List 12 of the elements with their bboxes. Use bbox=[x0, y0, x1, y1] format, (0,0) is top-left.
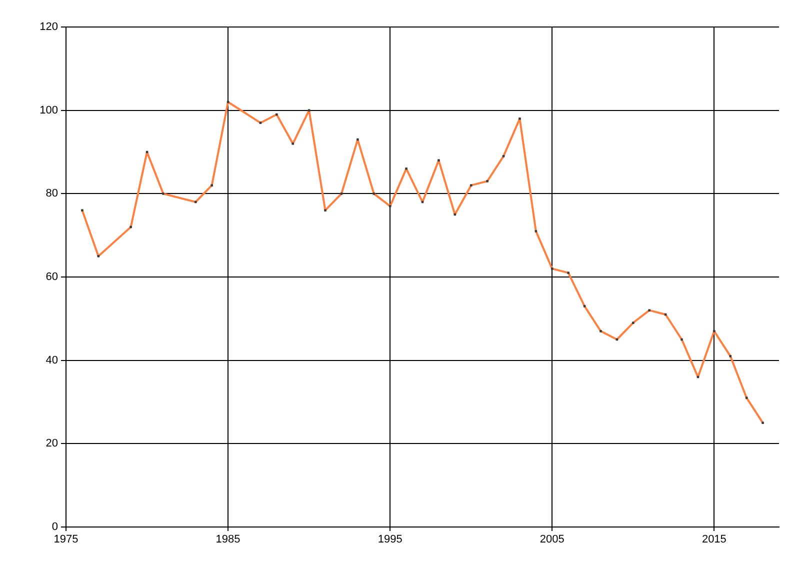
y-tick-label: 40 bbox=[46, 354, 58, 366]
y-tick-label: 20 bbox=[46, 438, 58, 450]
y-tick-label: 0 bbox=[52, 521, 58, 534]
y-tick-label: 60 bbox=[46, 271, 58, 284]
y-tick-label: 120 bbox=[40, 21, 58, 34]
y-tick-label: 100 bbox=[40, 104, 58, 116]
x-tick-label: 1985 bbox=[216, 534, 240, 546]
x-tick-label: 2015 bbox=[702, 534, 726, 546]
x-tick-label: 1995 bbox=[378, 534, 402, 546]
x-tick-label: 1975 bbox=[54, 534, 78, 546]
x-tick-label: 2005 bbox=[540, 534, 564, 546]
y-tick-label: 80 bbox=[46, 188, 58, 200]
